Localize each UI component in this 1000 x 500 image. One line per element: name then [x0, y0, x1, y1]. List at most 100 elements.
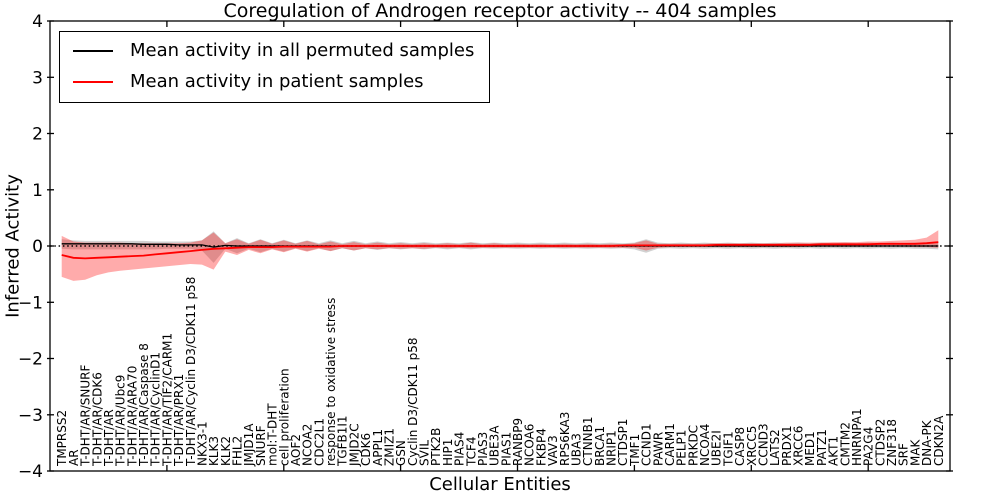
entity-label: CDC2L1 [312, 418, 326, 466]
entity-label: RPS6KA3 [558, 412, 572, 466]
entity-label: BRCA1 [593, 426, 607, 466]
entity-label: PA2G4 [862, 427, 876, 466]
entity-label: Cyclin D3/CDK11 p58 [406, 337, 420, 466]
svg-text:2: 2 [32, 125, 43, 145]
y-tick-labels: 4 3 2 1 0 −1 −2 −3 −4 [18, 12, 43, 482]
entity-label: cell proliferation [277, 368, 291, 466]
legend: Mean activity in all permuted samples Me… [59, 31, 491, 103]
y-axis-ticks [47, 20, 953, 472]
svg-text:3: 3 [32, 68, 43, 88]
entity-label: T-DHT/AR/Ubc9 [114, 375, 128, 467]
entity-label: mol:T-DHT [266, 403, 280, 466]
svg-text:−3: −3 [18, 406, 43, 426]
black-line-sample-icon [73, 50, 113, 52]
entity-label: CTDSP1 [616, 419, 630, 466]
entity-label: T-DHT/AR/Cyclin D3/CDK11 p58 [184, 277, 198, 467]
entity-label: SNURF [254, 425, 268, 466]
entity-label: LATS2 [768, 429, 782, 466]
entity-label: PELP1 [675, 430, 689, 466]
entity-label: JMJD1A [242, 423, 256, 467]
entity-label: ZMIZ1 [383, 428, 397, 466]
entity-label: AR [67, 449, 81, 466]
legend-label-patient: Mean activity in patient samples [130, 71, 424, 92]
entity-label: T-DHT/AR/Caspase 8 [137, 343, 151, 467]
entity-label: UBE2I [710, 430, 724, 466]
entity-label: HNRNPA1 [850, 408, 864, 466]
entity-label: NCOA6 [523, 424, 537, 466]
entity-label: CCND3 [757, 423, 771, 466]
entity-label: FHL2 [231, 436, 245, 466]
entity-label: PIAS4 [453, 432, 467, 466]
entity-label: JMJD2C [347, 423, 361, 467]
entity-label: TCF4 [464, 436, 478, 467]
legend-label-permuted: Mean activity in all permuted samples [130, 40, 475, 61]
band-series-0 [61, 231, 939, 263]
entity-label: MED1 [803, 431, 817, 466]
entity-label: CTNNB1 [581, 416, 595, 466]
entity-label: CTDSP2 [873, 419, 887, 466]
entity-label: ZNF318 [885, 419, 899, 466]
entity-label: response to oxidative stress [324, 298, 338, 466]
entity-label: AOF2 [289, 434, 303, 466]
entity-label: NKX3-1 [195, 421, 209, 466]
entity-label: APPL1 [371, 429, 385, 466]
entity-label: CMTM2 [838, 422, 852, 466]
svg-text:−2: −2 [18, 350, 43, 370]
entity-label: UBA3 [570, 433, 584, 466]
entity-label: XRCC5 [745, 426, 759, 466]
entity-label: T-DHT/AR/SNURF [79, 365, 93, 468]
svg-text:4: 4 [32, 12, 43, 32]
series-lines [61, 241, 939, 260]
entity-label: PATZ1 [815, 429, 829, 466]
entity-label: CDKN2A [932, 415, 946, 466]
entity-label: SRF [897, 443, 911, 466]
entity-label: VAV3 [546, 435, 560, 466]
legend-item-permuted: Mean activity in all permuted samples [73, 40, 474, 62]
entity-label: CARM1 [663, 423, 677, 466]
svg-text:−4: −4 [18, 462, 43, 482]
entity-label: TGIF1 [721, 431, 735, 467]
entity-label: DNA-PK [920, 419, 934, 466]
svg-text:1: 1 [32, 181, 43, 201]
entity-label: AKT1 [827, 436, 841, 466]
entity-label: TMF1 [628, 434, 642, 467]
entity-label: XRCC6 [792, 426, 806, 466]
entity-label: KLK3 [207, 436, 221, 466]
entity-label: MAK [908, 438, 922, 466]
entity-label: T-DHT/AR/ARA70 [125, 366, 139, 467]
line-series-1 [61, 241, 939, 260]
x-axis-ticks [166, 21, 869, 471]
entity-label: PRDX1 [780, 425, 794, 466]
confidence-bands [61, 230, 939, 281]
entity-label: T-DHT/AR [102, 409, 116, 467]
entity-label: CDK6 [359, 433, 373, 466]
entity-label: FKBP4 [534, 428, 548, 466]
legend-item-patient: Mean activity in patient samples [73, 71, 474, 93]
entity-label: PRKDC [686, 425, 700, 466]
svg-text:−1: −1 [18, 293, 43, 313]
entity-label: NCOA2 [301, 424, 315, 466]
entity-label: GSN [394, 440, 408, 466]
entity-label: CCND1 [640, 423, 654, 466]
entity-label: T-DHT/AR/PRX1 [172, 374, 186, 467]
entity-label: NCOA4 [698, 424, 712, 466]
entity-label: PTK2B [429, 428, 443, 466]
entity-label: TGFB1I1 [336, 415, 350, 467]
entity-label: RANBP9 [511, 418, 525, 466]
entity-label: KLK2 [219, 436, 233, 466]
entity-label: CASP8 [733, 427, 747, 466]
entity-label: PAWR [651, 432, 665, 466]
entity-label: T-DHT/AR/CDK6 [90, 372, 104, 467]
entity-label: T-DHT/AR/TIF2/CARM1 [160, 333, 174, 467]
entity-label: HIP1 [441, 439, 455, 466]
entity-label: SVIL [418, 440, 432, 466]
entity-label: T-DHT/AR/CyclinD1 [149, 352, 163, 467]
entity-label: TMPRSS2 [55, 410, 69, 467]
red-line-sample-icon [73, 81, 113, 83]
svg-text:0: 0 [32, 237, 43, 257]
entity-label: PIAS3 [476, 432, 490, 466]
band-series-1 [61, 230, 939, 281]
entity-label: UBE3A [488, 425, 502, 466]
